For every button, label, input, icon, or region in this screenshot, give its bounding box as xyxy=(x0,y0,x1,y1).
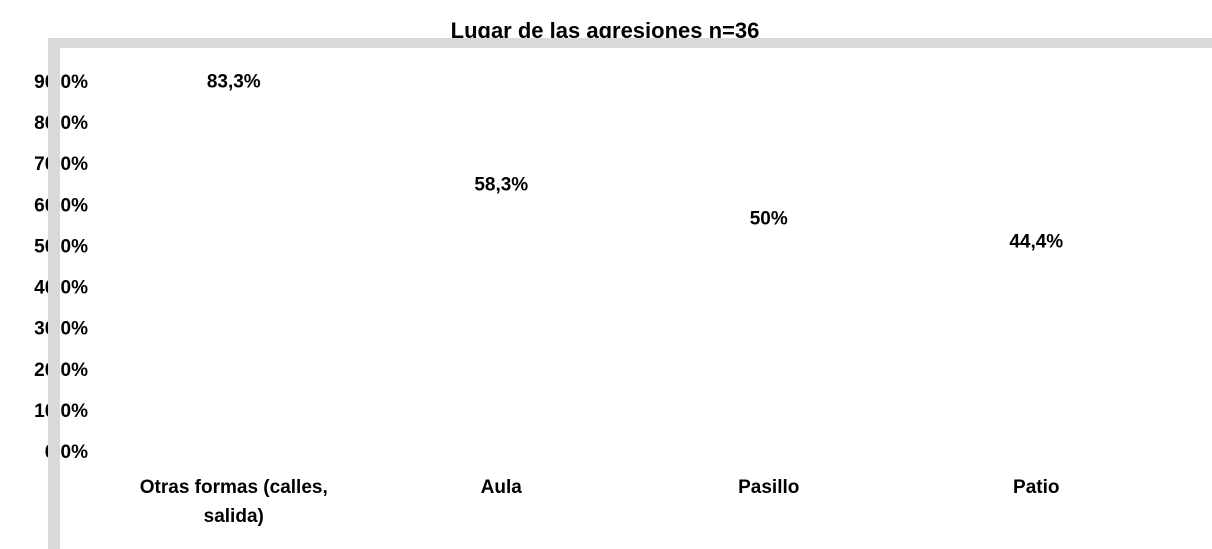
data-label: 83,3% xyxy=(207,72,261,93)
y-tick-label: 70,0% xyxy=(34,154,88,175)
y-tick-label: 50,0% xyxy=(34,236,88,257)
x-tick-label: Patio xyxy=(1013,477,1060,498)
y-tick-label: 20,0% xyxy=(34,360,88,381)
y-tick-label: 80,0% xyxy=(34,113,88,134)
x-tick-label: Otras formas (calles, salida) xyxy=(139,477,328,527)
back-wall xyxy=(48,38,1212,48)
bar xyxy=(702,247,836,453)
data-label: 44,4% xyxy=(1009,231,1063,252)
bar xyxy=(167,111,301,453)
data-label: 58,3% xyxy=(474,174,528,195)
y-tick-label: 60,0% xyxy=(34,195,88,216)
data-label: 50% xyxy=(750,208,788,229)
y-tick-label: 30,0% xyxy=(34,319,88,340)
bar xyxy=(969,270,1103,453)
x-tick-label: Pasillo xyxy=(738,477,800,498)
side-wall xyxy=(48,38,60,549)
y-tick-label: 40,0% xyxy=(34,278,88,299)
y-tick-label: 10,0% xyxy=(34,401,88,422)
bar xyxy=(434,213,568,453)
x-tick-label: Aula xyxy=(480,477,522,498)
y-tick-label: 90,0% xyxy=(34,72,88,93)
